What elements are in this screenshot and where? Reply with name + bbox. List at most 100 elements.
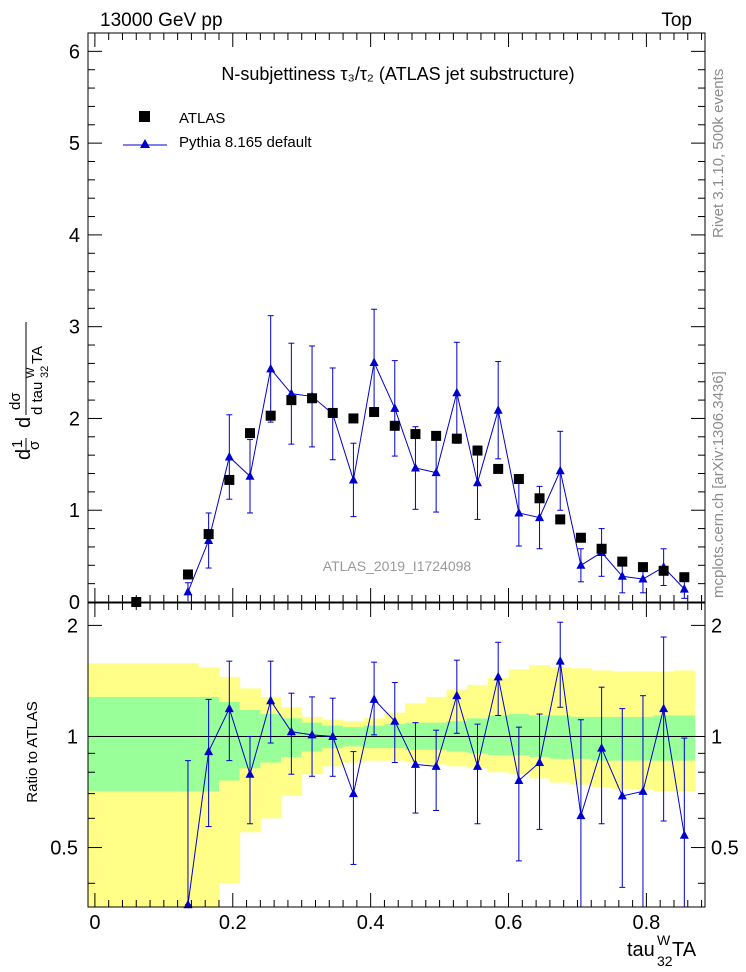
ratio-point — [679, 830, 689, 839]
ratio-y-tick-label: 0.5 — [50, 838, 78, 860]
ratio-point — [390, 716, 400, 725]
data-point — [658, 565, 669, 576]
data-point — [203, 529, 214, 540]
data-point — [617, 556, 628, 567]
x-tick-label: 0.2 — [219, 912, 247, 934]
y-tick-label: 4 — [69, 225, 80, 247]
data-series — [131, 393, 690, 607]
ratio-point — [286, 726, 296, 736]
svg-text:d: d — [13, 417, 35, 428]
x-tick-label: 0 — [89, 912, 100, 934]
svg-text:d tau: d tau — [29, 382, 46, 415]
ratio-panel-frame — [87, 602, 706, 908]
ratio-y-tick-label-right: 0.5 — [711, 838, 739, 860]
ratio-point — [307, 729, 317, 739]
mc-point — [369, 357, 379, 366]
ratio-point — [183, 899, 193, 909]
y-tick-label: 6 — [69, 41, 80, 63]
x-tick-label: 0.8 — [632, 912, 660, 934]
ratio-point — [431, 761, 441, 770]
mc-point — [535, 512, 545, 522]
ratio-point — [535, 757, 545, 767]
header-process: Top — [661, 10, 692, 31]
x-axis-label: tau W 32 TA — [627, 932, 697, 969]
data-point — [575, 532, 586, 543]
ratio-point — [617, 790, 627, 800]
data-point — [534, 493, 545, 504]
svg-text:σ: σ — [26, 440, 43, 450]
band-inner — [487, 715, 510, 756]
data-point — [596, 543, 607, 554]
band-inner — [177, 696, 199, 792]
legend-atlas-label: ATLAS — [179, 110, 225, 127]
svg-text:W: W — [25, 367, 37, 378]
mc-point — [473, 477, 483, 487]
data-point — [182, 569, 193, 580]
y-tick-label: 2 — [69, 408, 80, 430]
main-y-label: d 1 σ d dσ d tau 32 W TA — [7, 322, 51, 460]
mc-point — [410, 463, 420, 472]
header-energy: 13000 GeV pp — [100, 10, 223, 31]
x-tick-label: 0.4 — [357, 912, 385, 934]
ratio-point — [659, 703, 669, 713]
y-tick-label: 1 — [69, 500, 80, 522]
mc-point — [493, 405, 503, 414]
ratio-point — [348, 788, 358, 798]
band-inner — [88, 696, 179, 792]
data-point — [431, 430, 442, 441]
data-point — [513, 474, 524, 485]
data-point — [286, 395, 297, 406]
mc-point — [679, 584, 689, 593]
data-point — [265, 410, 276, 421]
svg-text:W: W — [657, 932, 671, 948]
ratio-point — [514, 775, 524, 784]
ratio-point — [452, 690, 462, 700]
legend-mc-marker — [140, 139, 150, 148]
rivet-info: Rivet 3.1.10, 500k events — [710, 69, 727, 238]
mc-point — [431, 467, 441, 477]
legend-mc-label: Pythia 8.165 default — [179, 134, 312, 151]
data-point — [245, 428, 256, 439]
mc-point — [348, 474, 358, 484]
ratio-y-tick-label: 2 — [67, 615, 78, 637]
mc-point — [204, 535, 214, 545]
mcplots-info: mcplots.cern.ch [arXiv:1306.3436] — [710, 371, 727, 598]
y-tick-label: 5 — [69, 133, 80, 155]
mc-point — [224, 451, 234, 461]
band-inner — [549, 715, 572, 759]
ratio-point — [576, 810, 586, 820]
ratio-y-tick-label-right: 2 — [711, 615, 722, 637]
svg-text:tau: tau — [627, 939, 655, 961]
data-point — [224, 474, 235, 485]
mc-point — [183, 586, 193, 596]
data-point — [451, 433, 462, 444]
ratio-point — [597, 743, 607, 752]
svg-text:1: 1 — [9, 440, 26, 448]
data-point — [410, 429, 421, 440]
mc-point — [286, 388, 296, 398]
svg-text:dσ: dσ — [7, 392, 24, 410]
ratio-point — [493, 671, 503, 681]
ratio-uncertainty-band — [88, 663, 696, 907]
data-point — [369, 407, 380, 418]
mc-point — [245, 471, 255, 480]
data-point — [679, 572, 690, 583]
ratio-point — [224, 703, 234, 713]
mc-point — [452, 387, 462, 397]
mc-point — [390, 403, 400, 412]
svg-text:TA: TA — [672, 939, 697, 961]
data-point — [555, 514, 566, 525]
mc-point — [266, 363, 276, 373]
ratio-point — [204, 746, 214, 756]
mc-point — [555, 465, 565, 475]
ratio-mc-series — [183, 621, 689, 909]
data-point — [327, 407, 338, 418]
svg-text:d: d — [13, 449, 35, 460]
main-axis-ticks: 0 1 2 3 4 5 6 — [69, 33, 705, 614]
ratio-point — [638, 786, 648, 795]
data-point — [472, 445, 483, 456]
ratio-point — [328, 731, 338, 740]
ratio-y-tick-label: 1 — [67, 726, 78, 748]
svg-text:32: 32 — [39, 366, 51, 378]
ratio-y-label: Ratio to ATLAS — [24, 701, 41, 802]
